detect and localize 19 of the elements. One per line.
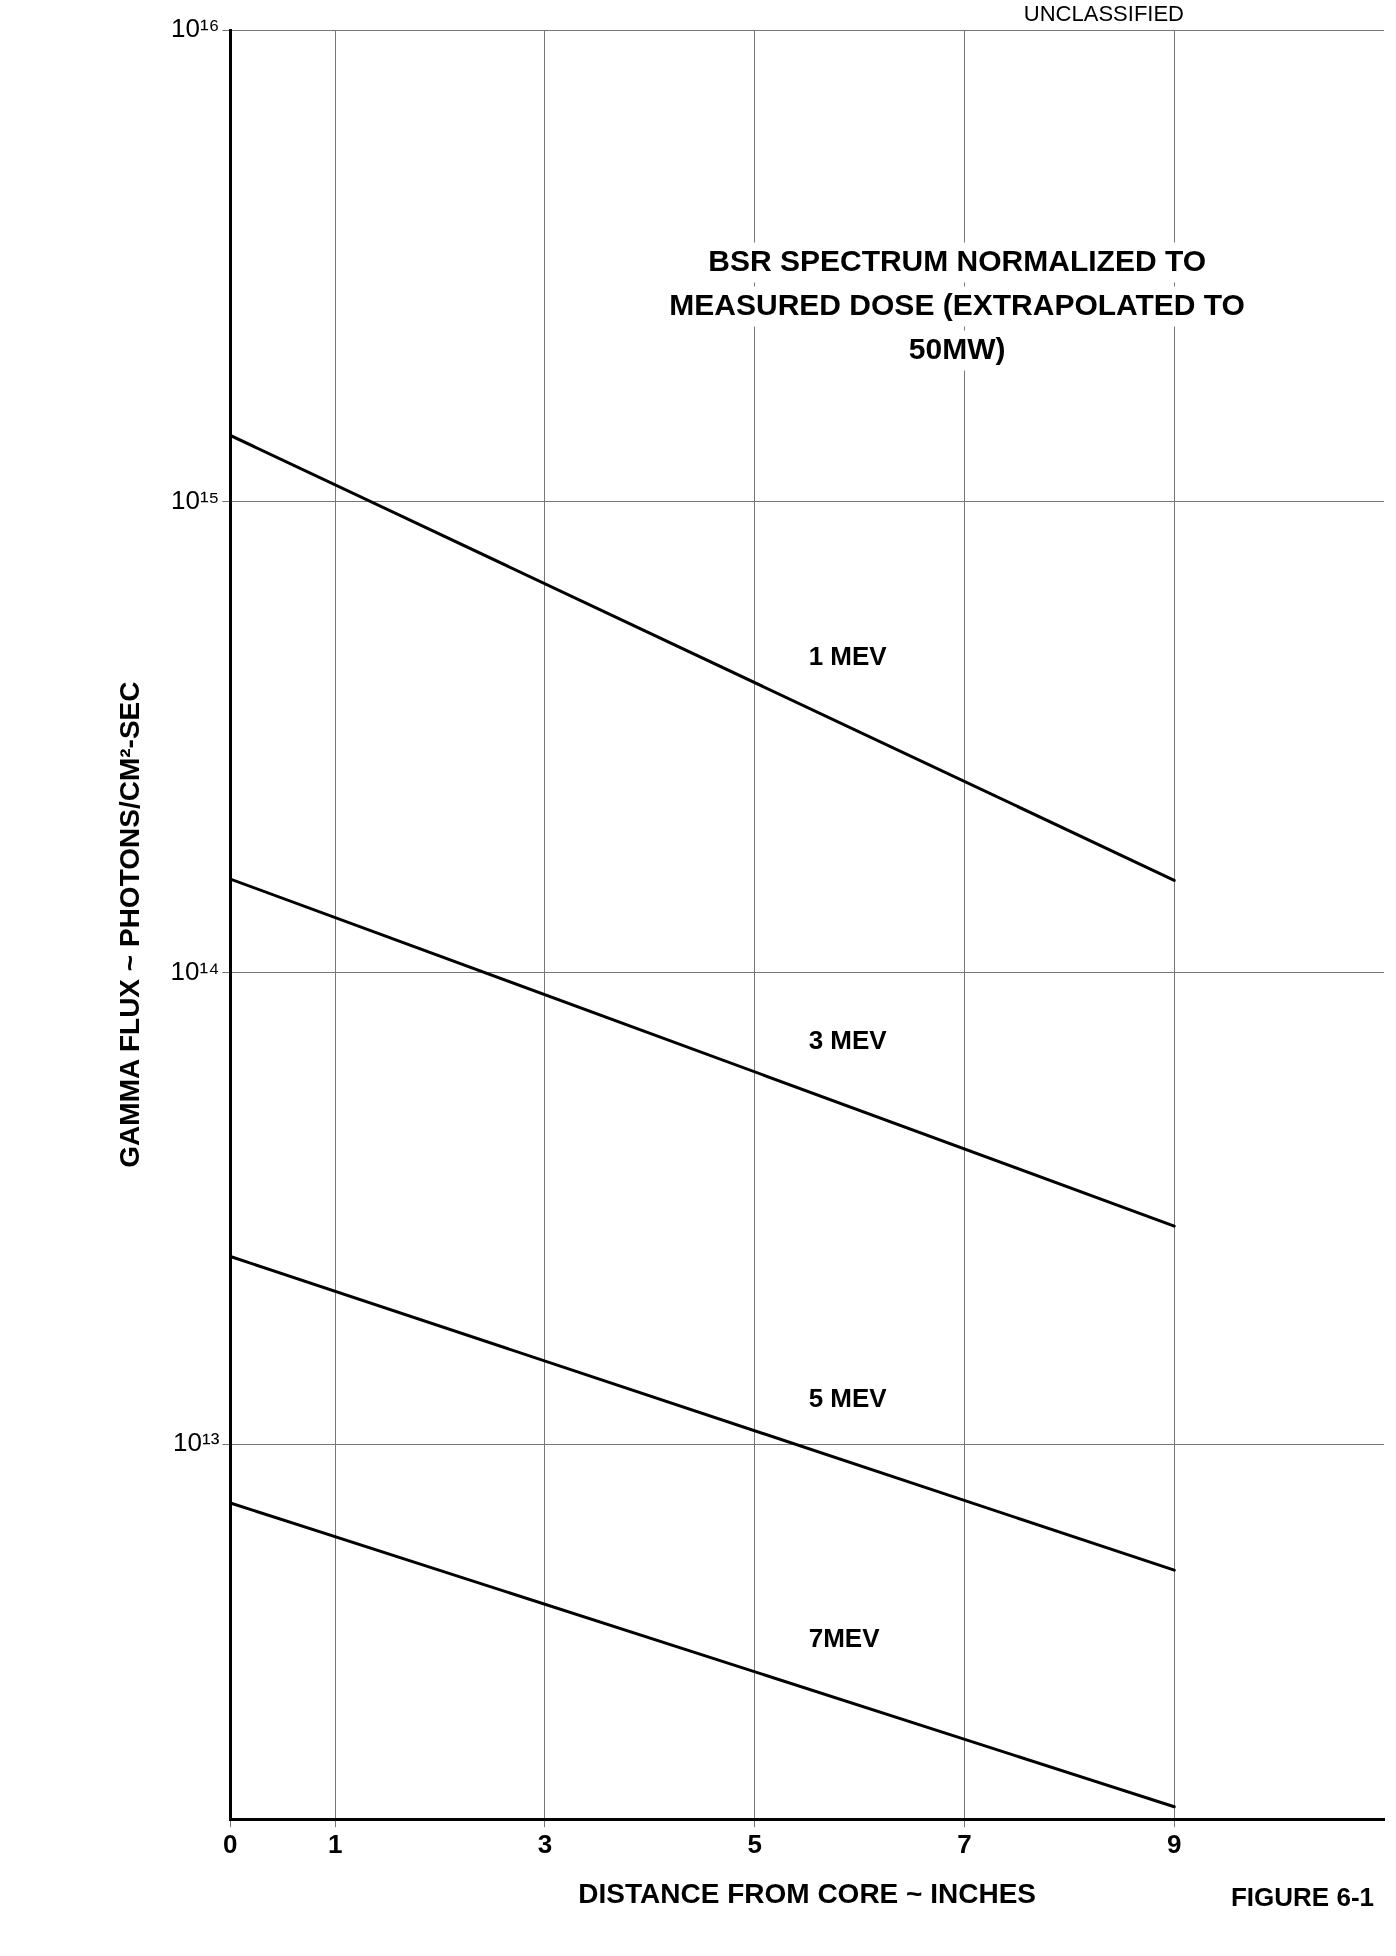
y-tick-label: 10¹³ [173,1427,220,1458]
y-axis-title: GAMMA FLUX ~ PHOTONS/CM²-SEC [113,681,145,1168]
text: BSR SPECTRUM NORMALIZED TO MEASURED DOSE (EXTRAPOLATED TO 50MW) [669,243,1245,365]
series-label: 7MEV [808,1623,881,1654]
series-label: 3 MEV [808,1025,888,1056]
text: UNCLASSIFIED [1023,1,1184,27]
caption: FIGURE 6-1 [1230,1882,1374,1913]
x-tick-label: 1 [327,1828,343,1859]
x-tick-label: 9 [1167,1828,1182,1859]
series-label: 5 MEV [808,1382,888,1413]
y-tick-label: 10¹⁵ [170,484,220,515]
x-axis-title: DISTANCE FROM CORE ~ INCHES [578,1877,1036,1909]
series-label: 1 MEV [808,640,888,671]
y-tick-label: 10¹⁴ [170,955,220,986]
x-tick-label: 5 [747,1828,762,1859]
x-tick-label: 7 [957,1828,972,1859]
y-tick-label: 10¹⁶ [171,13,220,44]
x-tick-label: 0 [223,1828,238,1859]
x-tick-label: 3 [537,1828,553,1859]
